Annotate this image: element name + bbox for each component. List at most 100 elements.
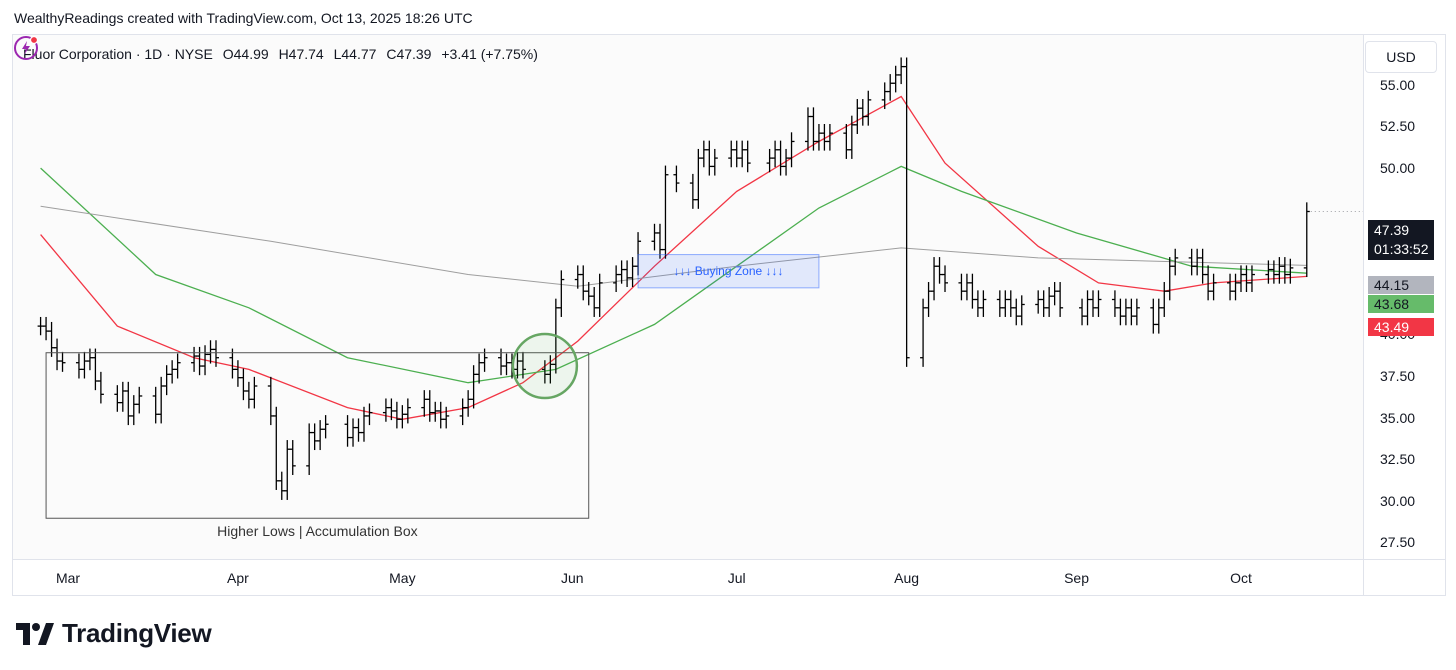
- countdown-value: 01:33:52: [1374, 241, 1429, 257]
- attribution-text: WealthyReadings created with TradingView…: [14, 10, 473, 26]
- price-bar: [1270, 260, 1277, 284]
- low-value: L44.77: [333, 46, 377, 62]
- plot-area[interactable]: Higher Lows | Accumulation Box ↓↓↓ Buying…: [13, 35, 1363, 559]
- accumulation-box-label: Higher Lows | Accumulation Box: [217, 523, 418, 539]
- price-bar: [974, 290, 981, 317]
- price-bar: [1210, 273, 1217, 301]
- price-bar: [476, 353, 483, 384]
- price-bar: [174, 353, 181, 379]
- price-bar: [289, 440, 296, 475]
- price-bar: [920, 298, 927, 367]
- price-bar: [125, 381, 132, 426]
- price-bar: [624, 260, 631, 288]
- y-tick-label: 55.00: [1380, 76, 1416, 93]
- price-bar: [421, 390, 428, 417]
- price-bar: [1057, 282, 1064, 317]
- x-tick-label: Aug: [894, 570, 920, 586]
- price-bar: [158, 376, 165, 424]
- price-bar: [1122, 298, 1129, 326]
- buying-zone-label: ↓↓↓ Buying Zone ↓↓↓: [673, 264, 783, 278]
- price-bar: [728, 140, 735, 168]
- price-bar: [613, 265, 620, 293]
- price-bar: [426, 390, 433, 422]
- x-tick-label: Mar: [55, 570, 81, 586]
- ma-line-green: [40, 165, 1307, 384]
- price-bar: [1013, 298, 1020, 326]
- price-bar: [1111, 290, 1118, 317]
- price-bar: [169, 360, 176, 384]
- price-bar: [234, 360, 241, 387]
- y-tick-label: 52.50: [1380, 118, 1416, 135]
- price-bar: [306, 423, 313, 475]
- chart-frame: Higher Lows | Accumulation Box ↓↓↓ Buying…: [12, 34, 1446, 596]
- price-bar: [859, 99, 866, 126]
- price-bar: [470, 365, 477, 409]
- price-bar: [574, 265, 581, 289]
- last-price-value: 47.39: [1374, 222, 1410, 238]
- price-bar: [1117, 298, 1124, 326]
- symbol-name[interactable]: Fluor Corporation · 1D · NYSE: [23, 46, 213, 62]
- price-bar: [207, 340, 214, 364]
- flash-icon[interactable]: [13, 35, 39, 61]
- x-tick-label: May: [389, 570, 416, 586]
- price-bar: [92, 348, 99, 391]
- price-bar: [925, 282, 932, 317]
- price-bar: [136, 386, 143, 414]
- price-bar: [152, 386, 159, 424]
- price-bar: [1248, 265, 1255, 293]
- y-tick-label: 35.00: [1380, 409, 1416, 426]
- price-bar: [958, 273, 965, 301]
- price-bar: [826, 123, 833, 151]
- price-bar: [1084, 290, 1091, 326]
- price-bar: [1051, 282, 1058, 306]
- price-bar: [519, 351, 526, 379]
- price-bar: [772, 140, 779, 168]
- price-bar: [1150, 298, 1157, 334]
- price-bar: [81, 351, 88, 379]
- price-bar: [382, 398, 389, 422]
- price-bar: [1035, 290, 1042, 314]
- price-bar: [443, 406, 450, 429]
- price-bar: [366, 403, 373, 426]
- change-value: +3.41 (+7.75%): [441, 46, 538, 62]
- price-bar: [700, 140, 707, 168]
- ma-line-red: [40, 95, 1307, 420]
- price-bar: [54, 338, 61, 371]
- price-bar: [662, 165, 669, 259]
- price-bar: [459, 398, 466, 426]
- price-bar: [903, 57, 910, 367]
- y-tick-label: 50.00: [1380, 160, 1416, 177]
- price-bar: [97, 371, 104, 404]
- price-bar: [1276, 257, 1283, 284]
- price-bar: [1046, 287, 1053, 317]
- price-bar: [689, 173, 696, 209]
- price-bar: [695, 148, 702, 209]
- price-bar: [596, 273, 603, 317]
- price-bar: [942, 265, 949, 293]
- price-bar: [240, 368, 247, 401]
- price-bar: [744, 140, 751, 173]
- symbol-header: Fluor Corporation · 1D · NYSE O44.99 H47…: [23, 46, 544, 62]
- open-value: O44.99: [222, 46, 269, 62]
- price-bar: [591, 287, 598, 317]
- green-ma-badge: 43.68: [1368, 295, 1434, 313]
- price-bar: [963, 273, 970, 301]
- close-value: C47.39: [386, 46, 432, 62]
- price-bar: [399, 405, 406, 429]
- price-bar: [898, 57, 905, 85]
- price-bar: [267, 376, 274, 426]
- price-bar: [580, 265, 587, 301]
- red-ma-badge: 43.49: [1368, 318, 1434, 336]
- price-chart[interactable]: Higher Lows | Accumulation Box ↓↓↓ Buying…: [13, 35, 1363, 559]
- high-value: H47.74: [278, 46, 324, 62]
- currency-button[interactable]: USD: [1365, 41, 1437, 73]
- price-bar: [437, 401, 444, 429]
- price-bar: [1303, 202, 1310, 278]
- tradingview-logo-text: TradingView: [62, 618, 212, 648]
- price-bar: [1128, 298, 1135, 326]
- price-bar: [1227, 273, 1234, 301]
- y-tick-label: 27.50: [1380, 534, 1416, 551]
- price-bar: [191, 346, 198, 372]
- price-bar: [114, 385, 121, 412]
- time-axis[interactable]: Mar Apr May Jun Jul Aug Sep Oct: [13, 559, 1363, 596]
